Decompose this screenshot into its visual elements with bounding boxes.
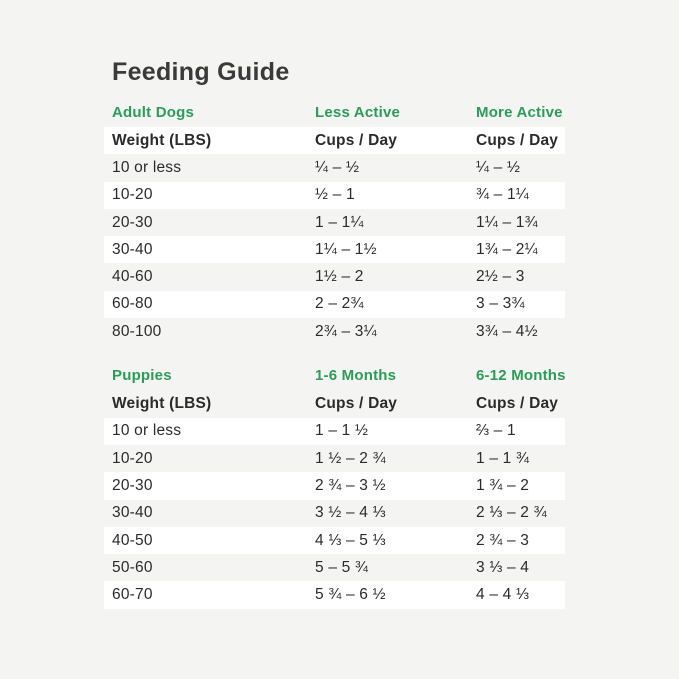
weight-cell: 30-40: [112, 240, 153, 258]
puppies-table: Weight (LBS) Cups / Day Cups / Day 10 or…: [0, 390, 679, 609]
cups-cell: 1¼ – 1¾: [476, 213, 538, 231]
page-title: Feeding Guide: [112, 58, 290, 86]
weight-cell: 30-40: [112, 504, 153, 522]
cups-cell: 1 ¾ – 2: [476, 476, 530, 494]
cups-cell: 3 – 3¾: [476, 295, 525, 313]
cups-cell: 1½ – 2: [315, 268, 364, 286]
table-row: 10 or less ¼ – ½ ¼ – ½: [104, 154, 565, 181]
puppies-header-row: Puppies 1-6 Months 6-12 Months: [104, 367, 566, 385]
weight-cell: 20-30: [112, 476, 153, 494]
cups-cell: 3¾ – 4½: [476, 322, 538, 340]
table-row: 10-20 1 ½ – 2 ¾ 1 – 1 ¾: [104, 445, 565, 472]
weight-cell: 10-20: [112, 449, 153, 467]
cups-cell: 1¾ – 2¼: [476, 240, 538, 258]
table-row: 10 or less 1 – 1 ½ ⅔ – 1: [104, 417, 565, 445]
weight-header: Weight (LBS): [112, 395, 212, 413]
cups-cell: 5 ¾ – 6 ½: [315, 586, 386, 604]
cups-cell: 2½ – 3: [476, 268, 525, 286]
cups-cell: 4 – 4 ⅓: [476, 586, 530, 604]
cups-day-header: Cups / Day: [315, 131, 398, 149]
cups-cell: 2 ¾ – 3 ½: [315, 476, 386, 494]
table-row: 30-40 1¼ – 1½ 1¾ – 2¼: [104, 236, 565, 264]
table-row: 20-30 2 ¾ – 3 ½ 1 ¾ – 2: [104, 472, 565, 500]
weight-cell: 80-100: [112, 322, 162, 340]
cups-cell: 3 ⅓ – 4: [476, 558, 530, 576]
cups-cell: ¾ – 1¼: [476, 186, 529, 204]
cups-cell: 2 ¾ – 3: [476, 531, 530, 549]
table-header-row: Weight (LBS) Cups / Day Cups / Day: [104, 127, 565, 155]
months-6-12-label: 6-12 Months: [476, 367, 566, 385]
weight-header: Weight (LBS): [112, 131, 212, 149]
cups-day-header: Cups / Day: [315, 395, 398, 413]
cups-cell: 4 ⅓ – 5 ⅓: [315, 531, 386, 549]
cups-cell: ¼ – ½: [476, 158, 521, 176]
table-row: 60-80 2 – 2¾ 3 – 3¾: [104, 290, 565, 319]
table-row: 40-60 1½ – 2 2½ – 3: [104, 263, 565, 290]
weight-cell: 10 or less: [112, 158, 182, 176]
cups-cell: 2¾ – 3¼: [315, 322, 377, 340]
table-row: 30-40 3 ½ – 4 ⅓ 2 ⅓ – 2 ¾: [104, 500, 565, 527]
cups-cell: 5 – 5 ¾: [315, 558, 369, 576]
months-1-6-label: 1-6 Months: [315, 367, 397, 385]
less-active-label: Less Active: [315, 104, 401, 121]
cups-cell: ¼ – ½: [315, 158, 360, 176]
more-active-label: More Active: [476, 104, 563, 121]
weight-cell: 40-50: [112, 531, 153, 549]
puppies-section: Puppies 1-6 Months 6-12 Months Weight (L…: [0, 367, 679, 609]
cups-day-header: Cups / Day: [476, 131, 559, 149]
adult-dogs-section: Adult Dogs Less Active More Active Weigh…: [0, 104, 679, 345]
cups-cell: 1 – 1 ½: [315, 422, 369, 440]
weight-cell: 50-60: [112, 558, 153, 576]
table-row: 10-20 ½ – 1 ¾ – 1¼: [104, 181, 565, 209]
cups-day-header: Cups / Day: [476, 395, 559, 413]
adult-dogs-table: Weight (LBS) Cups / Day Cups / Day 10 or…: [0, 127, 679, 345]
puppies-label: Puppies: [112, 367, 172, 385]
weight-cell: 10-20: [112, 186, 153, 204]
table-header-row: Weight (LBS) Cups / Day Cups / Day: [104, 390, 565, 417]
cups-cell: 1¼ – 1½: [315, 240, 377, 258]
weight-cell: 60-70: [112, 586, 153, 604]
cups-cell: 1 – 1 ¾: [476, 449, 530, 467]
cups-cell: 1 ½ – 2 ¾: [315, 449, 386, 467]
weight-cell: 10 or less: [112, 422, 182, 440]
adult-dogs-header-row: Adult Dogs Less Active More Active: [104, 104, 565, 121]
table-row: 80-100 2¾ – 3¼ 3¾ – 4½: [104, 318, 565, 345]
weight-cell: 60-80: [112, 295, 153, 313]
table-row: 40-50 4 ⅓ – 5 ⅓ 2 ¾ – 3: [104, 526, 565, 555]
weight-cell: 20-30: [112, 213, 153, 231]
cups-cell: 1 – 1¼: [315, 213, 364, 231]
weight-cell: 40-60: [112, 268, 153, 286]
cups-cell: ½ – 1: [315, 186, 355, 204]
adult-dogs-label: Adult Dogs: [112, 104, 194, 121]
cups-cell: 2 – 2¾: [315, 295, 364, 313]
table-row: 20-30 1 – 1¼ 1¼ – 1¾: [104, 209, 565, 236]
table-row: 60-70 5 ¾ – 6 ½ 4 – 4 ⅓: [104, 581, 565, 609]
table-row: 50-60 5 – 5 ¾ 3 ⅓ – 4: [104, 554, 565, 581]
cups-cell: 3 ½ – 4 ⅓: [315, 504, 386, 522]
cups-cell: ⅔ – 1: [476, 422, 516, 440]
cups-cell: 2 ⅓ – 2 ¾: [476, 504, 547, 522]
